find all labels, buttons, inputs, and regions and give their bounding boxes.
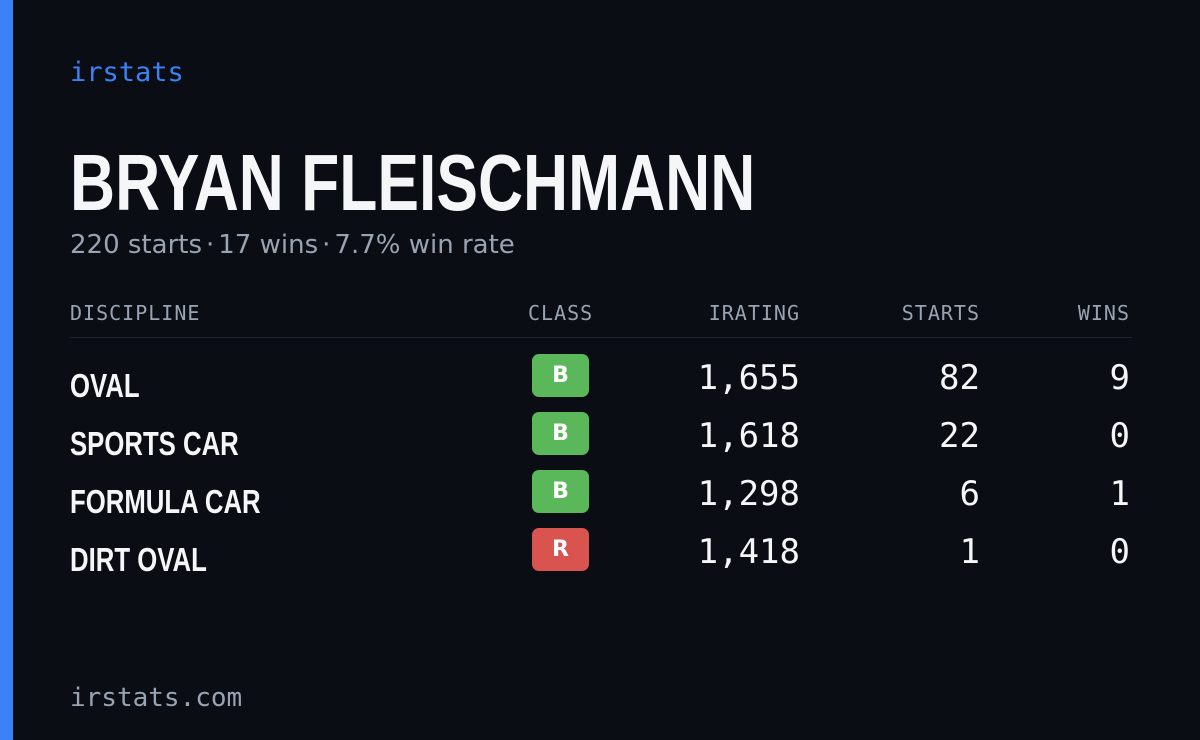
- license-class-badge: B: [532, 412, 589, 455]
- wins-summary: 17 wins: [218, 230, 319, 260]
- starts-value: 6: [959, 474, 980, 514]
- table-row: SPORTS CAR B 1,618 22 0: [70, 412, 1132, 462]
- wins-value: 1: [1109, 474, 1130, 514]
- header-discipline: DISCIPLINE: [70, 301, 201, 325]
- table-header: DISCIPLINE CLASS IRATING STARTS WINS: [70, 300, 1132, 338]
- table-row: FORMULA CAR B 1,298 6 1: [70, 470, 1132, 520]
- discipline-label: OVAL: [70, 367, 140, 404]
- starts-value: 22: [939, 416, 980, 456]
- license-class-badge: B: [532, 354, 589, 397]
- summary-separator: ·: [206, 230, 215, 260]
- license-class-badge: B: [532, 470, 589, 513]
- starts-summary: 220 starts: [70, 230, 202, 260]
- header-irating: IRATING: [708, 301, 800, 325]
- wins-value: 0: [1109, 416, 1130, 456]
- win-rate-summary: 7.7% win rate: [334, 230, 515, 260]
- license-class-badge: R: [532, 528, 589, 571]
- irating-value: 1,298: [697, 474, 800, 514]
- footer-url: irstats.com: [70, 683, 243, 713]
- table-row: DIRT OVAL R 1,418 1 0: [70, 528, 1132, 578]
- irating-value: 1,418: [697, 532, 800, 572]
- starts-value: 82: [939, 358, 980, 398]
- starts-value: 1: [959, 532, 980, 572]
- summary-separator: ·: [322, 230, 331, 260]
- player-name: BRYAN FLEISCHMANN: [70, 138, 756, 227]
- irating-value: 1,655: [697, 358, 800, 398]
- header-class: CLASS: [528, 301, 594, 325]
- header-starts: STARTS: [901, 301, 980, 325]
- discipline-label: FORMULA CAR: [70, 483, 261, 520]
- discipline-label: DIRT OVAL: [70, 541, 207, 578]
- discipline-label: SPORTS CAR: [70, 425, 239, 462]
- header-wins: WINS: [1077, 301, 1130, 325]
- player-summary: 220 starts · 17 wins · 7.7% win rate: [70, 228, 515, 262]
- accent-bar: [0, 0, 13, 740]
- wins-value: 9: [1109, 358, 1130, 398]
- wins-value: 0: [1109, 532, 1130, 572]
- brand-logo: irstats: [70, 57, 184, 88]
- irating-value: 1,618: [697, 416, 800, 456]
- table-row: OVAL B 1,655 82 9: [70, 354, 1132, 404]
